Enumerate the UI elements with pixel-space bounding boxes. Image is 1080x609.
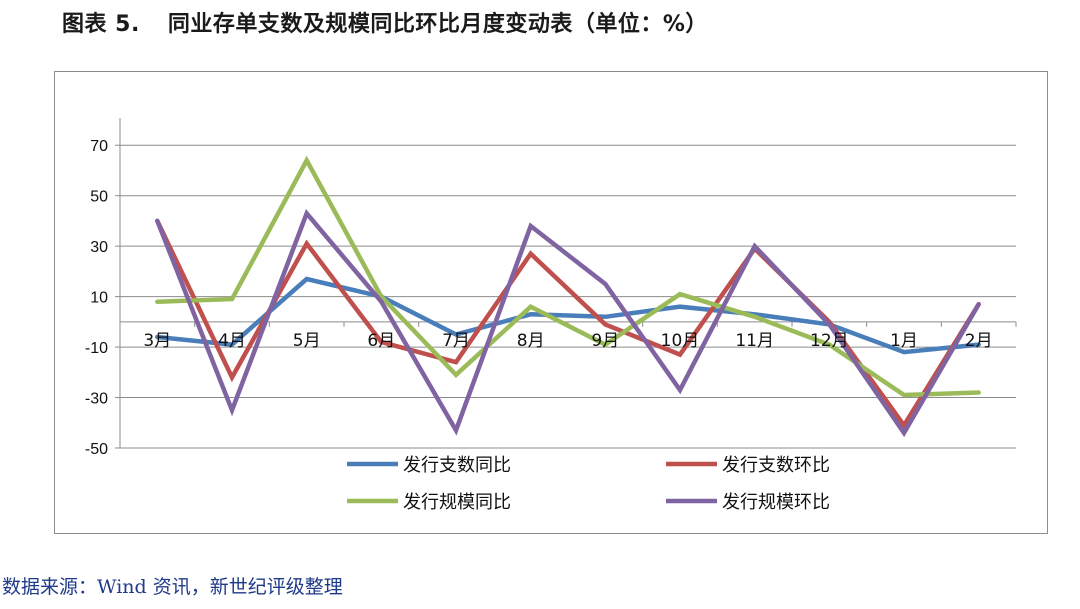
x-tick-label: 2月	[965, 331, 993, 351]
legend-label: 发行规模同比	[403, 492, 511, 513]
x-tick-label: 6月	[367, 331, 395, 351]
x-tick-label: 3月	[143, 331, 171, 351]
series-line-4	[155, 209, 981, 438]
legend-label: 发行支数环比	[722, 455, 830, 476]
series-line-3	[155, 155, 981, 398]
figure-title: 图表 5. 同业存单支数及规模同比环比月度变动表（单位：%）	[62, 6, 708, 38]
y-tick-label: -10	[85, 340, 108, 357]
x-tick-label: 5月	[293, 331, 321, 351]
x-tick-label: 12月	[810, 331, 849, 351]
y-tick-label: -50	[85, 441, 108, 458]
x-tick-label: 9月	[591, 331, 619, 351]
x-tick-label: 4月	[218, 331, 246, 351]
line-chart: -50 -30 -10 10 30 50 70 3月 4月 5月 6月 7月 8月 9月 10月 11月 12月…	[85, 118, 1017, 513]
x-tick-label: 1月	[890, 331, 918, 351]
y-tick-label: -30	[85, 391, 108, 408]
y-tick-label: 10	[90, 290, 108, 307]
figure-title-text: 同业存单支数及规模同比环比月度变动表（单位：%）	[167, 12, 708, 37]
x-tick-label: 8月	[517, 331, 545, 351]
x-tick-label: 11月	[735, 331, 774, 351]
x-tick-label: 7月	[442, 331, 470, 351]
legend-label: 发行规模环比	[722, 492, 830, 513]
y-tick-label: 70	[90, 138, 108, 155]
figure-number: 图表 5.	[62, 12, 140, 37]
legend-label: 发行支数同比	[403, 455, 511, 476]
series-line-1	[155, 276, 981, 355]
source-note: 数据来源：Wind 资讯，新世纪评级整理	[2, 576, 343, 598]
y-tick-label: 50	[90, 189, 108, 206]
y-tick-label: 30	[90, 239, 108, 256]
x-tick-label: 10月	[661, 331, 700, 351]
chart-frame	[54, 71, 1048, 534]
